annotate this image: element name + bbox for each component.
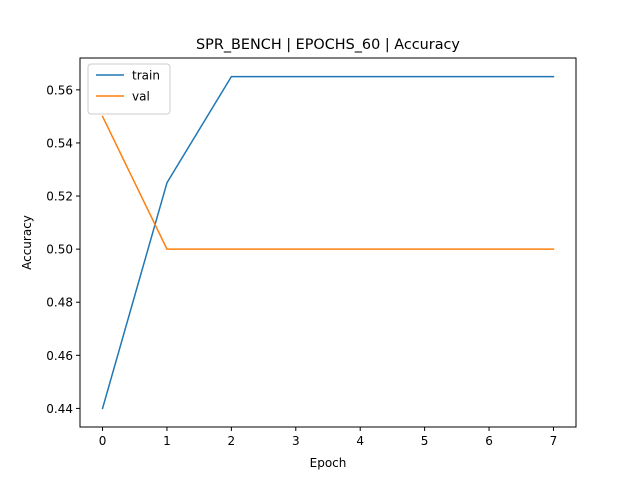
y-axis-title: Accuracy [20, 215, 34, 270]
y-tick-label: 0.48 [46, 296, 73, 310]
plot-frame [79, 57, 577, 428]
x-tick-label: 6 [485, 434, 493, 448]
y-tick-label: 0.46 [46, 349, 73, 363]
legend-box [87, 63, 171, 115]
x-axis-title: Epoch [310, 456, 347, 470]
legend: train val [87, 63, 171, 115]
series-layer [101, 75, 555, 410]
legend-label-val: val [132, 90, 150, 104]
y-tick-label: 0.44 [46, 402, 73, 416]
x-tick-label: 3 [292, 434, 300, 448]
y-axis-ticks: 0.44 0.46 0.48 0.50 0.52 0.54 0.56 [46, 83, 80, 416]
legend-label-train: train [132, 69, 160, 83]
series-line-train [101, 75, 555, 410]
x-tick-label: 0 [99, 434, 107, 448]
x-axis-ticks: 0 1 2 3 4 5 6 7 [99, 427, 558, 448]
x-tick-label: 7 [550, 434, 558, 448]
series-line-val [101, 115, 555, 250]
x-tick-label: 1 [163, 434, 171, 448]
x-tick-label: 4 [356, 434, 364, 448]
chart-title: SPR_BENCH | EPOCHS_60 | Accuracy [196, 37, 460, 53]
y-tick-label: 0.54 [46, 136, 73, 150]
y-tick-label: 0.56 [46, 83, 73, 97]
y-tick-label: 0.52 [46, 190, 73, 204]
x-tick-label: 5 [421, 434, 429, 448]
x-tick-label: 2 [228, 434, 236, 448]
y-tick-label: 0.50 [46, 243, 73, 257]
